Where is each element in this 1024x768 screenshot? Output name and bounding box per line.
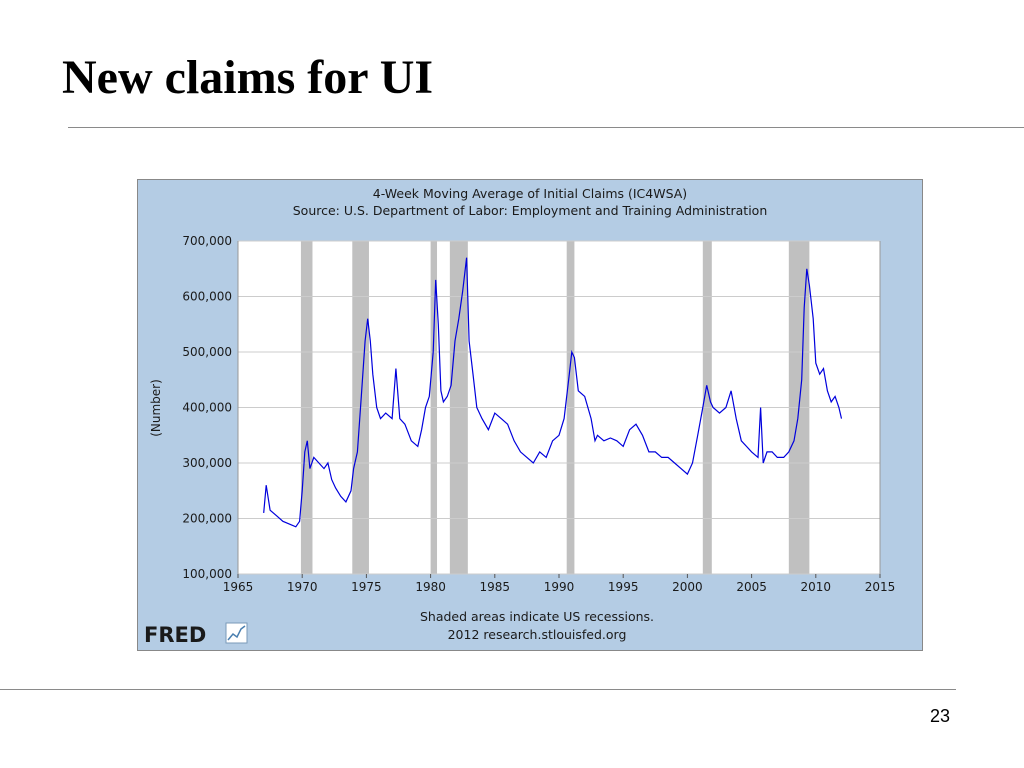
page-number: 23 (930, 706, 951, 726)
x-tick-label-2: 1975 (351, 580, 382, 594)
x-tick-label-3: 1980 (415, 580, 446, 594)
series-line (263, 257, 843, 528)
x-tick-label-5: 1990 (544, 580, 575, 594)
footer-divider (0, 689, 956, 690)
x-tick-label-6: 1995 (608, 580, 639, 594)
x-tick-label-0: 1965 (223, 580, 254, 594)
y-axis-ticks: 100,000 200,000 300,000 400,000 500,000 600,0… (182, 234, 232, 581)
x-tick-label-4: 1985 (480, 580, 511, 594)
slide-title: New claims for UI (62, 51, 434, 104)
chart-svg: 4-Week Moving Average of Initial Claims … (137, 179, 923, 651)
fred-chart: 4-Week Moving Average of Initial Claims … (137, 179, 923, 651)
y-tick-label-6: 700,000 (182, 234, 232, 248)
x-axis-ticks: 1965 1970 1975 1980 1985 1990 1995 2000 2005 2010… (223, 574, 896, 594)
y-tick-label-0: 100,000 (182, 567, 232, 581)
fred-logo-line-icon (227, 625, 246, 641)
x-tick-label-10: 2015 (865, 580, 896, 594)
y-tick-label-5: 600,000 (182, 290, 232, 304)
fred-logo-text: FRED (144, 623, 206, 647)
chart-subtitle: Source: U.S. Department of Labor: Employ… (293, 203, 768, 218)
x-tick-label-8: 2005 (736, 580, 767, 594)
y-tick-label-3: 400,000 (182, 401, 232, 415)
x-tick-label-1: 1970 (287, 580, 318, 594)
x-tick-label-9: 2010 (801, 580, 832, 594)
chart-title: 4-Week Moving Average of Initial Claims … (373, 186, 687, 201)
recession-note: Shaded areas indicate US recessions. (420, 609, 654, 624)
x-tick-label-7: 2000 (672, 580, 703, 594)
y-tick-label-4: 500,000 (182, 345, 232, 359)
y-tick-label-2: 300,000 (182, 456, 232, 470)
grid-lines (237, 240, 881, 575)
fred-logo: FRED (144, 622, 248, 647)
source-note: 2012 research.stlouisfed.org (448, 627, 627, 642)
title-divider (68, 127, 1024, 128)
y-axis-label: (Number) (149, 379, 163, 437)
y-tick-label-1: 200,000 (182, 512, 232, 526)
